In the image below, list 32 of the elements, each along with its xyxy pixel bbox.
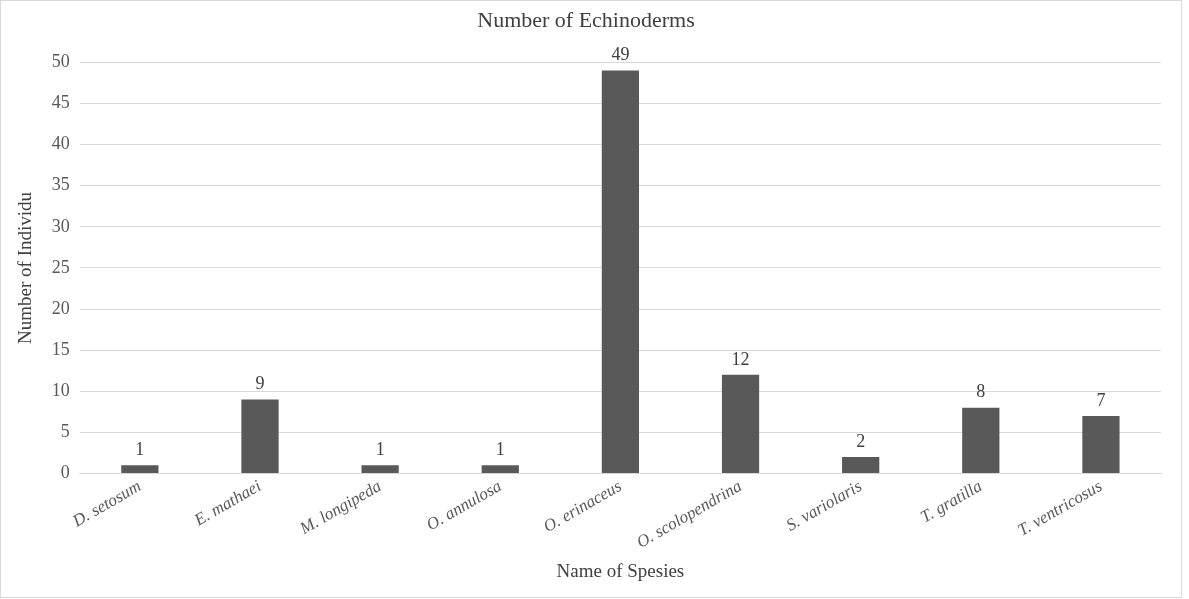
y-tick-label: 15 bbox=[51, 338, 70, 359]
y-tick-label: 25 bbox=[51, 256, 70, 277]
data-label: 49 bbox=[611, 44, 630, 65]
bar bbox=[842, 457, 880, 474]
bar bbox=[241, 399, 279, 474]
y-tick-label: 20 bbox=[51, 297, 70, 318]
y-tick-label: 35 bbox=[51, 174, 70, 195]
data-label: 2 bbox=[856, 430, 866, 451]
bar bbox=[481, 465, 519, 474]
chart-title: Number of Echinoderms bbox=[477, 6, 695, 32]
y-tick-label: 10 bbox=[51, 380, 70, 401]
data-label: 8 bbox=[976, 381, 986, 402]
bar bbox=[962, 407, 1000, 474]
y-tick-label: 30 bbox=[51, 215, 70, 236]
bar bbox=[121, 465, 159, 474]
x-axis-title: Name of Spesies bbox=[556, 559, 685, 581]
data-label: 1 bbox=[495, 439, 505, 460]
y-tick-label: 45 bbox=[51, 92, 70, 113]
data-label: 1 bbox=[375, 439, 385, 460]
y-tick-label: 0 bbox=[60, 462, 70, 483]
data-label: 9 bbox=[255, 373, 265, 394]
y-axis-title: Number of Individu bbox=[14, 191, 36, 344]
bar bbox=[721, 374, 760, 474]
bar bbox=[601, 70, 640, 474]
bar bbox=[1082, 415, 1120, 474]
data-label: 12 bbox=[731, 348, 750, 369]
data-label: 1 bbox=[135, 439, 145, 460]
y-tick-label: 40 bbox=[51, 133, 70, 154]
y-tick-label: 5 bbox=[60, 421, 70, 442]
y-tick-label: 50 bbox=[51, 51, 70, 72]
data-label: 7 bbox=[1096, 389, 1106, 410]
bar bbox=[361, 465, 399, 474]
